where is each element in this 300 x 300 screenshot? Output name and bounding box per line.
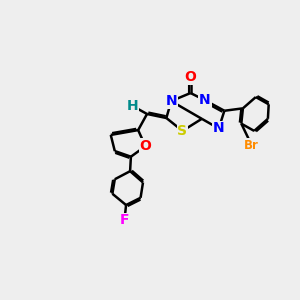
Text: N: N: [213, 122, 224, 136]
Text: S: S: [178, 124, 188, 138]
Text: N: N: [165, 94, 177, 108]
Text: O: O: [184, 70, 196, 84]
Text: H: H: [127, 99, 138, 113]
Text: F: F: [120, 213, 129, 227]
Text: N: N: [199, 93, 211, 107]
Text: O: O: [140, 139, 151, 153]
Text: Br: Br: [244, 139, 259, 152]
